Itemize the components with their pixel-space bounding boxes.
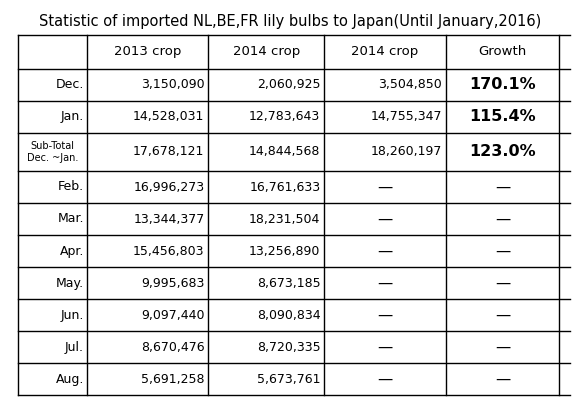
Text: —: — — [378, 244, 393, 258]
Text: 2014 crop: 2014 crop — [233, 45, 300, 58]
Text: 123.0%: 123.0% — [469, 144, 536, 159]
Text: 5,673,761: 5,673,761 — [257, 372, 320, 386]
Text: Sub-Total
Dec. ~Jan.: Sub-Total Dec. ~Jan. — [27, 141, 78, 163]
Text: —: — — [378, 212, 393, 226]
Text: 18,231,504: 18,231,504 — [249, 212, 320, 226]
Text: Jun.: Jun. — [61, 308, 84, 322]
Text: 16,761,633: 16,761,633 — [249, 180, 320, 194]
Text: Apr.: Apr. — [60, 244, 84, 258]
Text: —: — — [495, 372, 510, 386]
Text: 14,528,031: 14,528,031 — [133, 110, 204, 123]
Text: 18,260,197: 18,260,197 — [371, 145, 442, 158]
Text: —: — — [495, 180, 510, 194]
Text: 15,456,803: 15,456,803 — [133, 244, 204, 258]
Text: 3,150,090: 3,150,090 — [141, 78, 204, 91]
Text: Statistic of imported NL,BE,FR lily bulbs to Japan(Until January,2016): Statistic of imported NL,BE,FR lily bulb… — [39, 14, 541, 29]
Text: Feb.: Feb. — [58, 180, 84, 194]
Text: May.: May. — [56, 276, 84, 290]
Text: 12,783,643: 12,783,643 — [249, 110, 320, 123]
Text: —: — — [378, 340, 393, 354]
Text: 115.4%: 115.4% — [469, 109, 536, 124]
Text: —: — — [378, 180, 393, 194]
Text: —: — — [378, 372, 393, 386]
Text: 17,678,121: 17,678,121 — [133, 145, 204, 158]
Text: 2013 crop: 2013 crop — [114, 45, 182, 58]
Text: —: — — [495, 212, 510, 226]
Text: 8,670,476: 8,670,476 — [141, 340, 204, 354]
Text: —: — — [495, 244, 510, 258]
Text: 5,691,258: 5,691,258 — [141, 372, 204, 386]
Text: 9,995,683: 9,995,683 — [141, 276, 204, 290]
Text: Dec.: Dec. — [56, 78, 84, 91]
Text: 2,060,925: 2,060,925 — [257, 78, 320, 91]
Text: Aug.: Aug. — [56, 372, 84, 386]
Text: 9,097,440: 9,097,440 — [141, 308, 204, 322]
Text: 14,844,568: 14,844,568 — [249, 145, 320, 158]
Text: —: — — [378, 308, 393, 322]
Text: —: — — [378, 276, 393, 290]
Text: —: — — [495, 340, 510, 354]
Text: —: — — [495, 276, 510, 290]
Text: Growth: Growth — [478, 45, 527, 58]
Text: 8,673,185: 8,673,185 — [257, 276, 320, 290]
Text: Jan.: Jan. — [61, 110, 84, 123]
Text: Jul.: Jul. — [65, 340, 84, 354]
Text: —: — — [495, 308, 510, 322]
Text: 16,996,273: 16,996,273 — [133, 180, 204, 194]
Text: Mar.: Mar. — [57, 212, 84, 226]
Text: 2014 crop: 2014 crop — [351, 45, 419, 58]
Text: 14,755,347: 14,755,347 — [370, 110, 442, 123]
Text: 3,504,850: 3,504,850 — [378, 78, 442, 91]
Text: 170.1%: 170.1% — [469, 77, 536, 92]
Text: 8,720,335: 8,720,335 — [257, 340, 320, 354]
Text: 8,090,834: 8,090,834 — [257, 308, 320, 322]
Text: 13,256,890: 13,256,890 — [249, 244, 320, 258]
Text: 13,344,377: 13,344,377 — [133, 212, 204, 226]
